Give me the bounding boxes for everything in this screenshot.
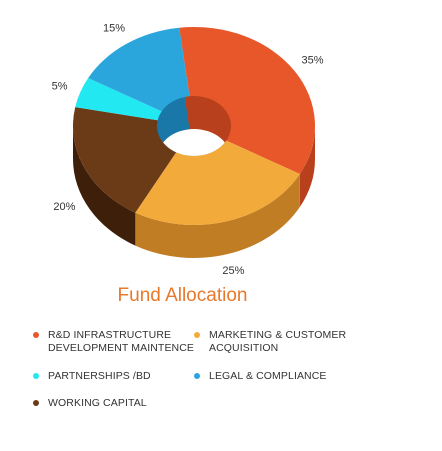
slice-r-d-infrastructure: [179, 27, 315, 174]
legend-item-marketing: MARKETING & CUSTOMER ACQUISITION: [194, 329, 346, 355]
legend-label-working-capital: WORKING CAPITAL: [48, 397, 147, 409]
slice-label-partnerships-bd: 5%: [52, 80, 68, 92]
slice-side-working-capital: [73, 126, 136, 246]
legend-label-rd: R&D INFRASTRUCTURE DEVELOPMENT MAINTENCE: [48, 329, 195, 354]
hole-floor: [157, 129, 231, 156]
slice-label-marketing-customer: 25%: [222, 265, 244, 277]
legend-item-partnerships: PARTNERSHIPS /BD: [33, 370, 151, 383]
legend-dot-legal: [194, 373, 200, 379]
chart-title: Fund Allocation: [117, 285, 248, 306]
legend-dot-marketing: [194, 332, 200, 338]
legend-item-rd: R&D INFRASTRUCTURE DEVELOPMENT MAINTENCE: [33, 329, 194, 355]
slice-label-working-capital: 20%: [53, 201, 75, 213]
legend-label-partnerships: PARTNERSHIPS /BD: [48, 370, 151, 382]
legend-dot-partnerships: [33, 373, 39, 379]
donut-chart: 35% 25% 20% 5% 15%: [52, 22, 324, 277]
legend-label-legal: LEGAL & COMPLIANCE: [209, 370, 327, 382]
slice-legal-compliance: [88, 27, 194, 126]
legend-item-legal: LEGAL & COMPLIANCE: [194, 370, 327, 383]
slice-marketing-customer: [135, 126, 300, 225]
slice-labels: 35% 25% 20% 5% 15%: [52, 22, 324, 277]
slice-label-r-d-infrastructure: 35%: [302, 54, 324, 66]
legend-dot-working-capital: [33, 400, 39, 406]
donut-tops: [73, 27, 315, 225]
slice-side-r-d-infrastructure: [299, 126, 315, 207]
legend-label-marketing: MARKETING & CUSTOMER ACQUISITION: [209, 329, 347, 354]
hole-wall-r-d-infrastructure: [180, 96, 231, 156]
donut-sides: [73, 126, 315, 258]
slice-side-marketing-customer: [135, 173, 300, 258]
legend-item-working-capital: WORKING CAPITAL: [33, 397, 147, 410]
legend-dot-rd: [33, 332, 39, 338]
slice-label-legal-compliance: 15%: [103, 22, 125, 34]
